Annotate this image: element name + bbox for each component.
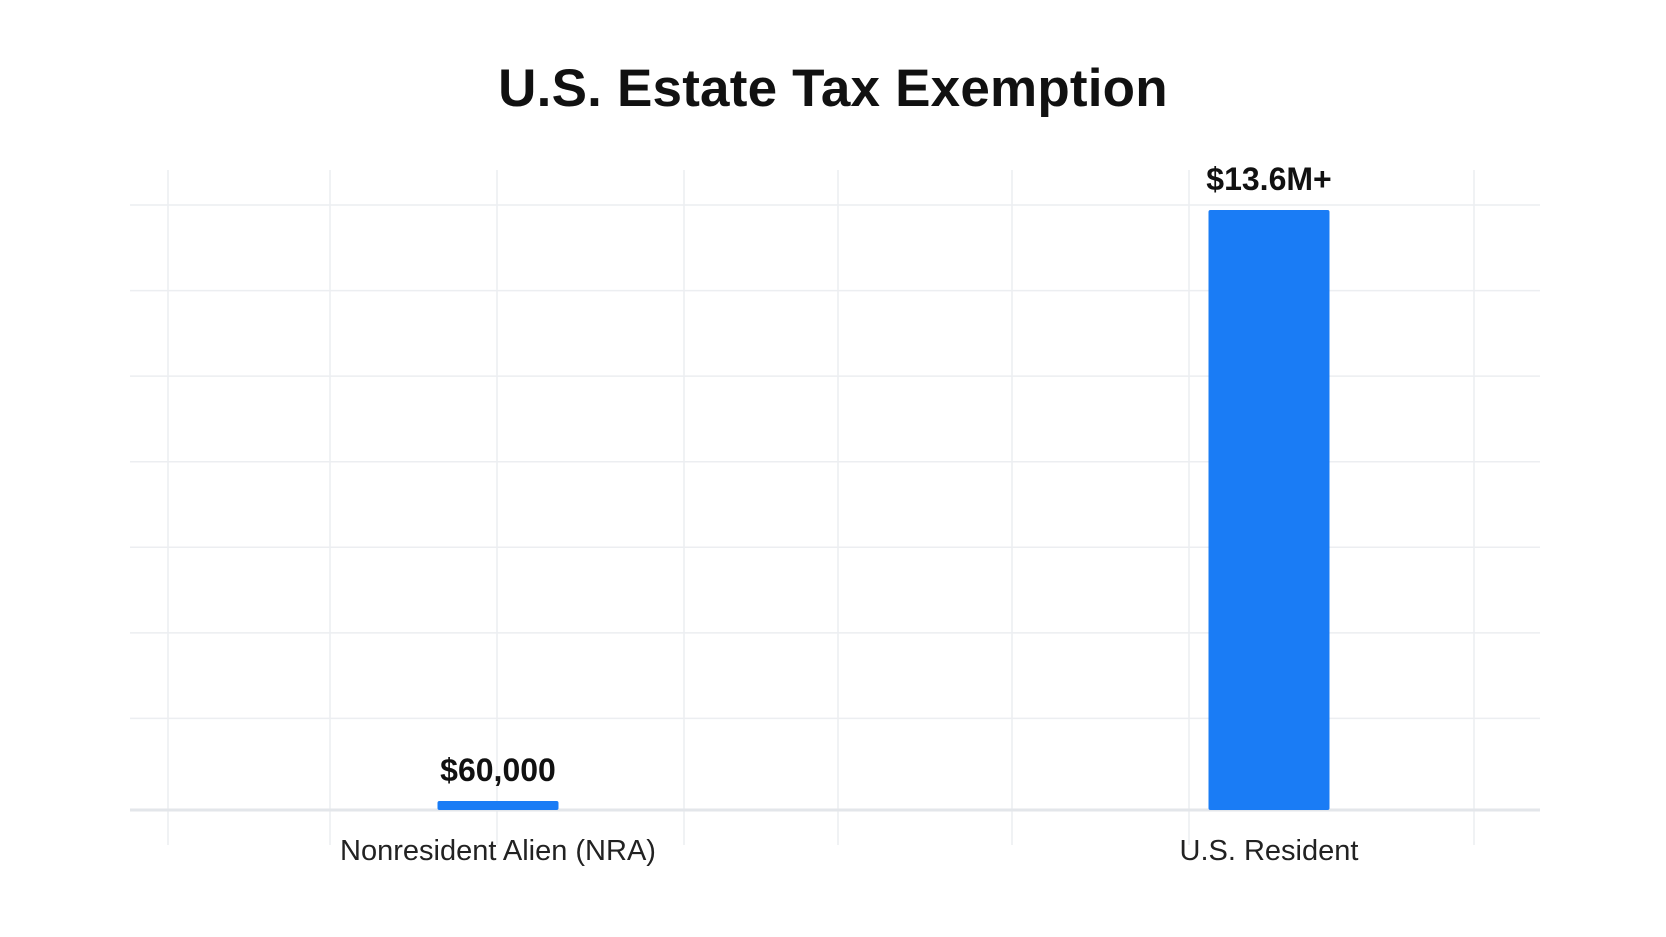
bar-us-resident — [1208, 210, 1330, 810]
category-tick-labels: Nonresident Alien (NRA) U.S. Resident — [340, 835, 1358, 867]
x-tick-label-nonresident-alien: Nonresident Alien (NRA) — [340, 835, 656, 867]
data-labels: $60,000 $13.6M+ — [440, 161, 1332, 788]
data-label-us-resident: $13.6M+ — [1206, 161, 1331, 197]
data-label-nonresident-alien: $60,000 — [440, 752, 556, 788]
bars — [437, 210, 1330, 810]
chart-title: U.S. Estate Tax Exemption — [498, 59, 1168, 118]
grid-lines — [130, 170, 1540, 845]
x-tick-label-us-resident: U.S. Resident — [1180, 835, 1359, 867]
bar-nonresident-alien — [437, 801, 559, 810]
